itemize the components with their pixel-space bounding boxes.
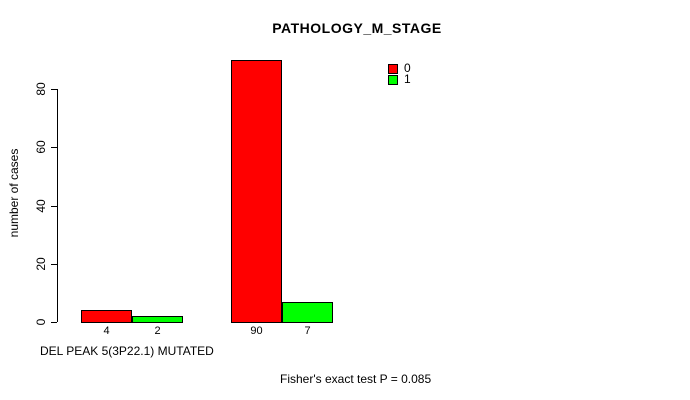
x-axis-annotation: DEL PEAK 5(3P22.1) MUTATED xyxy=(40,344,214,358)
y-axis-title: number of cases xyxy=(7,148,21,238)
legend-swatch-green xyxy=(388,74,398,85)
y-axis-line xyxy=(57,89,58,322)
legend-label: 0 xyxy=(404,61,411,75)
legend-label: 1 xyxy=(404,72,411,86)
bar-value-label: 4 xyxy=(103,325,110,337)
bar-series-0-group-0 xyxy=(81,310,132,323)
y-tick-label: 0 xyxy=(34,318,48,326)
bar-series-0-group-1 xyxy=(231,60,282,323)
y-tick-label: 60 xyxy=(34,140,48,154)
bar-series-1-group-0 xyxy=(132,316,183,323)
bar-value-label: 90 xyxy=(250,325,263,337)
legend-swatch-red xyxy=(388,63,398,74)
y-tick-label: 80 xyxy=(34,82,48,96)
bar-value-label: 7 xyxy=(304,325,311,337)
y-tick-label: 40 xyxy=(34,198,48,213)
chart-title: PATHOLOGY_M_STAGE xyxy=(272,20,442,36)
fisher-test-annotation: Fisher's exact test P = 0.085 xyxy=(280,372,432,386)
legend: 0 1 xyxy=(388,61,411,86)
y-tick-mark xyxy=(51,147,57,149)
legend-row-1: 1 xyxy=(388,72,411,86)
y-tick-mark xyxy=(51,89,57,90)
y-tick-mark xyxy=(51,322,57,323)
bar-series-1-group-1 xyxy=(282,302,333,323)
y-tick-mark xyxy=(51,263,57,265)
bar-value-label: 2 xyxy=(154,325,161,337)
y-tick-mark xyxy=(51,205,57,207)
y-tick-label: 20 xyxy=(34,257,48,271)
legend-row-0: 0 xyxy=(388,61,411,75)
